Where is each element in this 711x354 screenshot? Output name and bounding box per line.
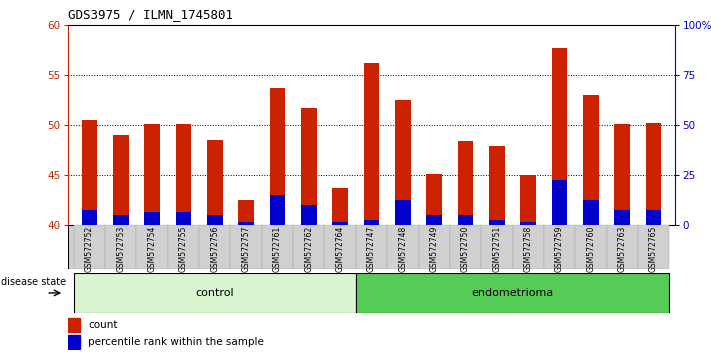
Bar <box>301 205 316 225</box>
Text: GSM572748: GSM572748 <box>398 226 407 272</box>
Bar <box>82 120 97 225</box>
Text: GSM572763: GSM572763 <box>618 226 626 273</box>
Bar <box>458 141 474 225</box>
FancyBboxPatch shape <box>638 225 669 269</box>
Bar <box>395 200 411 225</box>
FancyBboxPatch shape <box>575 225 606 269</box>
FancyBboxPatch shape <box>293 225 324 269</box>
Bar <box>68 318 80 332</box>
FancyBboxPatch shape <box>262 225 293 269</box>
Bar <box>269 195 285 225</box>
Text: GSM572759: GSM572759 <box>555 226 564 273</box>
Text: GSM572765: GSM572765 <box>649 226 658 273</box>
Bar <box>646 210 661 225</box>
Bar <box>176 124 191 225</box>
Bar <box>583 200 599 225</box>
Bar <box>144 124 160 225</box>
Bar <box>82 210 97 225</box>
Bar <box>489 146 505 225</box>
Bar <box>363 63 380 225</box>
Text: GSM572756: GSM572756 <box>210 226 219 273</box>
Text: GSM572760: GSM572760 <box>587 226 595 273</box>
Bar <box>301 108 316 225</box>
Bar <box>113 215 129 225</box>
FancyBboxPatch shape <box>356 225 387 269</box>
FancyBboxPatch shape <box>606 225 638 269</box>
Bar <box>332 188 348 225</box>
FancyBboxPatch shape <box>450 225 481 269</box>
Text: GSM572764: GSM572764 <box>336 226 345 273</box>
FancyBboxPatch shape <box>544 225 575 269</box>
Bar <box>113 135 129 225</box>
FancyBboxPatch shape <box>199 225 230 269</box>
Text: GSM572751: GSM572751 <box>492 226 501 272</box>
Bar <box>427 215 442 225</box>
Bar <box>238 200 254 225</box>
Text: disease state: disease state <box>1 277 67 287</box>
FancyBboxPatch shape <box>74 225 105 269</box>
Bar <box>614 210 630 225</box>
FancyBboxPatch shape <box>324 225 356 269</box>
FancyBboxPatch shape <box>105 225 137 269</box>
Bar <box>552 180 567 225</box>
Text: GSM572761: GSM572761 <box>273 226 282 272</box>
Text: control: control <box>196 288 234 298</box>
Bar <box>332 222 348 225</box>
FancyBboxPatch shape <box>68 225 663 269</box>
Text: GSM572749: GSM572749 <box>429 226 439 273</box>
FancyBboxPatch shape <box>356 273 669 313</box>
FancyBboxPatch shape <box>168 225 199 269</box>
Text: GSM572750: GSM572750 <box>461 226 470 273</box>
Text: endometrioma: endometrioma <box>471 288 554 298</box>
Text: GSM572753: GSM572753 <box>117 226 125 273</box>
Bar <box>269 88 285 225</box>
Text: GDS3975 / ILMN_1745801: GDS3975 / ILMN_1745801 <box>68 8 232 21</box>
FancyBboxPatch shape <box>387 225 419 269</box>
Bar <box>489 220 505 225</box>
FancyBboxPatch shape <box>137 225 168 269</box>
Text: GSM572754: GSM572754 <box>148 226 156 273</box>
Bar <box>552 48 567 225</box>
Text: GSM572762: GSM572762 <box>304 226 314 272</box>
Bar <box>614 124 630 225</box>
Bar <box>583 95 599 225</box>
Bar <box>68 335 80 349</box>
FancyBboxPatch shape <box>513 225 544 269</box>
FancyBboxPatch shape <box>419 225 450 269</box>
Bar <box>207 140 223 225</box>
FancyBboxPatch shape <box>74 273 356 313</box>
Bar <box>395 100 411 225</box>
Text: count: count <box>88 320 117 330</box>
Text: GSM572755: GSM572755 <box>179 226 188 273</box>
Bar <box>207 215 223 225</box>
FancyBboxPatch shape <box>230 225 262 269</box>
Text: GSM572757: GSM572757 <box>242 226 251 273</box>
Bar <box>238 222 254 225</box>
Text: GSM572758: GSM572758 <box>524 226 533 272</box>
Text: percentile rank within the sample: percentile rank within the sample <box>88 337 264 347</box>
Bar <box>646 123 661 225</box>
Text: GSM572747: GSM572747 <box>367 226 376 273</box>
Bar <box>363 220 380 225</box>
FancyBboxPatch shape <box>481 225 513 269</box>
Bar <box>520 222 536 225</box>
Text: GSM572752: GSM572752 <box>85 226 94 272</box>
Bar <box>458 215 474 225</box>
Bar <box>176 212 191 225</box>
Bar <box>144 212 160 225</box>
Bar <box>520 175 536 225</box>
Bar <box>427 174 442 225</box>
